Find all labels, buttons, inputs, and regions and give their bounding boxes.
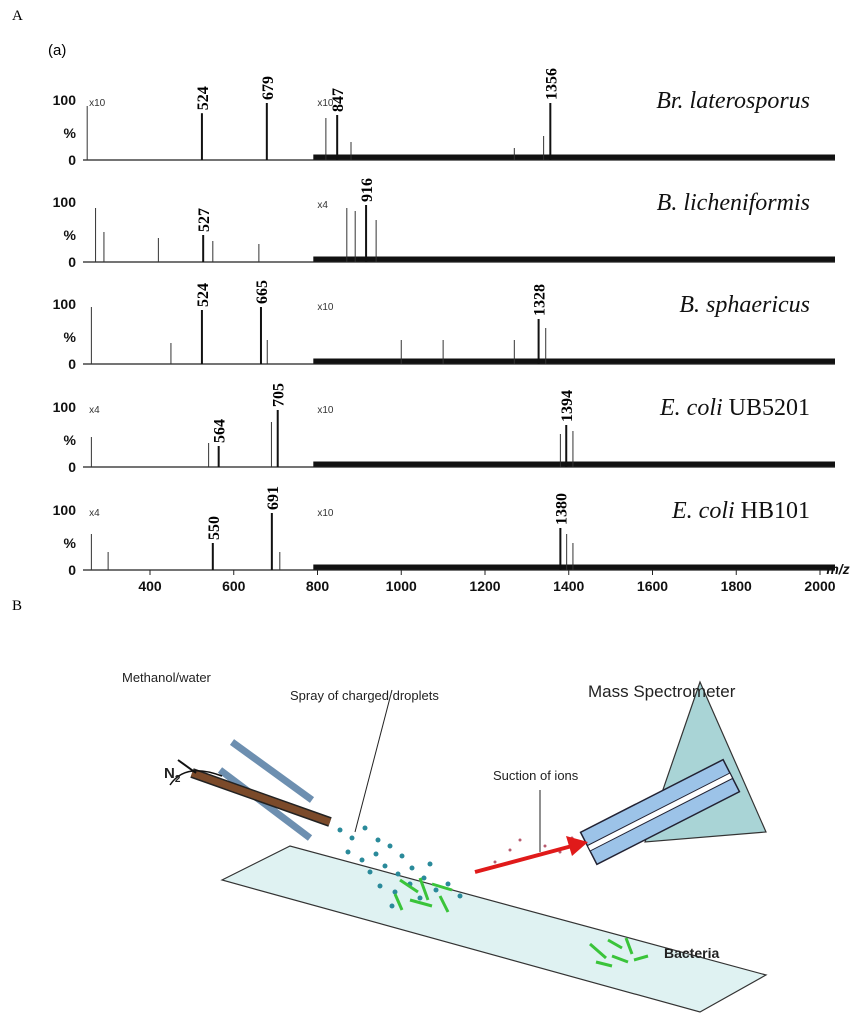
- y-unit: %: [64, 535, 77, 551]
- peak-label: 691: [265, 486, 282, 510]
- species-italic: B. licheniformis: [657, 190, 810, 216]
- x-axis-label: m/z: [826, 561, 849, 577]
- peak-label: 705: [271, 383, 288, 407]
- magnification: x10: [317, 302, 334, 313]
- label: Spray of charged droplets: [290, 688, 439, 703]
- magnification: x10: [89, 98, 106, 109]
- y-tick-label: 0: [68, 562, 76, 578]
- peak-label: 679: [260, 76, 277, 100]
- esi-diagram: Methanol/water N2 Spray of charged dropl…: [122, 670, 766, 1012]
- label: Bacteria: [664, 945, 719, 961]
- species-italic: Br. laterosporus: [656, 88, 810, 114]
- x-tick-label: 1000: [386, 578, 417, 594]
- magnification: x4: [89, 405, 100, 416]
- peak-label: 524: [195, 86, 212, 110]
- label: 2: [175, 774, 181, 785]
- peak-label: 524: [195, 283, 212, 307]
- peak-label: 916: [359, 178, 376, 202]
- figure: A (a) 0 100% x10 x10 524 679 847 1356 Br. latero…: [0, 0, 867, 1024]
- panel-sublabel: (a): [48, 42, 66, 59]
- peak-label: 847: [330, 88, 347, 112]
- species-name: E. coli UB5201: [659, 395, 810, 421]
- peak-label: 1356: [543, 68, 560, 100]
- species-strain: HB101: [741, 498, 810, 524]
- species-name: B. licheniformis: [657, 190, 810, 216]
- x-tick-label: 1600: [637, 578, 668, 594]
- x-tick-label: 400: [138, 578, 162, 594]
- peak-label: 1380: [553, 493, 570, 525]
- peak-label: 550: [206, 516, 223, 540]
- y-tick-label: 100: [53, 399, 77, 415]
- magnification: x4: [89, 508, 100, 519]
- y-tick-label: 0: [68, 254, 76, 270]
- magnification: x10: [317, 405, 334, 416]
- y-unit: %: [64, 329, 77, 345]
- x-tick-label: 1800: [721, 578, 752, 594]
- peak-label: 1394: [559, 390, 576, 422]
- label: Suction of ions: [493, 768, 579, 783]
- y-unit: %: [64, 125, 77, 141]
- peak-label: 665: [254, 280, 271, 304]
- x-tick-label: 600: [222, 578, 246, 594]
- slide: [222, 846, 766, 1012]
- peak-label: 527: [196, 208, 213, 232]
- panel-label: A: [12, 8, 23, 24]
- y-tick-label: 100: [53, 194, 77, 210]
- x-tick-label: 1200: [469, 578, 500, 594]
- y-unit: %: [64, 227, 77, 243]
- magnification: x4: [317, 200, 328, 211]
- y-tick-label: 100: [53, 502, 77, 518]
- y-unit: %: [64, 432, 77, 448]
- emitter: [170, 742, 330, 838]
- magnification: x10: [317, 508, 334, 519]
- y-tick-label: 0: [68, 459, 76, 475]
- species-strain: UB5201: [729, 395, 810, 421]
- y-tick-label: 0: [68, 356, 76, 372]
- peak-label: 564: [212, 419, 229, 443]
- arrow: [475, 846, 572, 872]
- y-tick-label: 100: [53, 296, 77, 312]
- species-name: B. sphaericus: [679, 292, 810, 318]
- label: Mass Spectrometer: [588, 682, 736, 701]
- y-tick-label: 100: [53, 92, 77, 108]
- species-name: Br. laterosporus: [656, 88, 810, 114]
- leader: [355, 690, 392, 832]
- species-italic: E. coli: [659, 395, 723, 421]
- species-name: E. coli HB101: [671, 498, 810, 524]
- y-tick-label: 0: [68, 152, 76, 168]
- panel-label: B: [12, 598, 22, 614]
- spectra: 0 100% x10 x10 524 679 847 1356 Br. laterosporus…: [53, 68, 850, 594]
- x-tick-label: 800: [306, 578, 330, 594]
- label: N: [164, 765, 175, 782]
- x-tick-label: 2000: [804, 578, 835, 594]
- species-italic: E. coli: [671, 498, 735, 524]
- peak-label: 1328: [532, 284, 549, 316]
- species-italic: B. sphaericus: [679, 292, 810, 318]
- x-tick-label: 1400: [553, 578, 584, 594]
- label: Methanol/water: [122, 670, 212, 685]
